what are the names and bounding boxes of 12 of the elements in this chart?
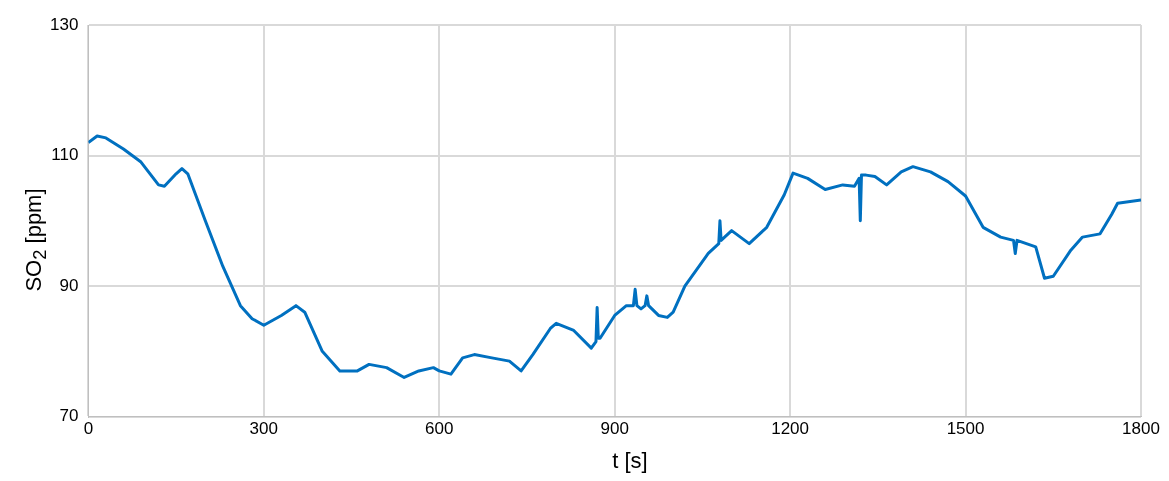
x-tick-label: 600	[425, 419, 454, 439]
x-tick-label: 1200	[771, 419, 810, 439]
y-tick-label: 130	[49, 14, 79, 34]
x-axis-title: t [s]	[612, 448, 648, 474]
x-tick-label: 0	[83, 419, 94, 439]
y-tick-label: 90	[59, 275, 79, 295]
x-tick-label: 1800	[1122, 419, 1160, 439]
y-tick-label: 70	[59, 406, 79, 426]
x-tick-label: 1500	[946, 419, 985, 439]
y-tick-label: 110	[51, 145, 79, 165]
x-tick-label: 900	[600, 419, 629, 439]
x-tick-label: 300	[249, 419, 278, 439]
